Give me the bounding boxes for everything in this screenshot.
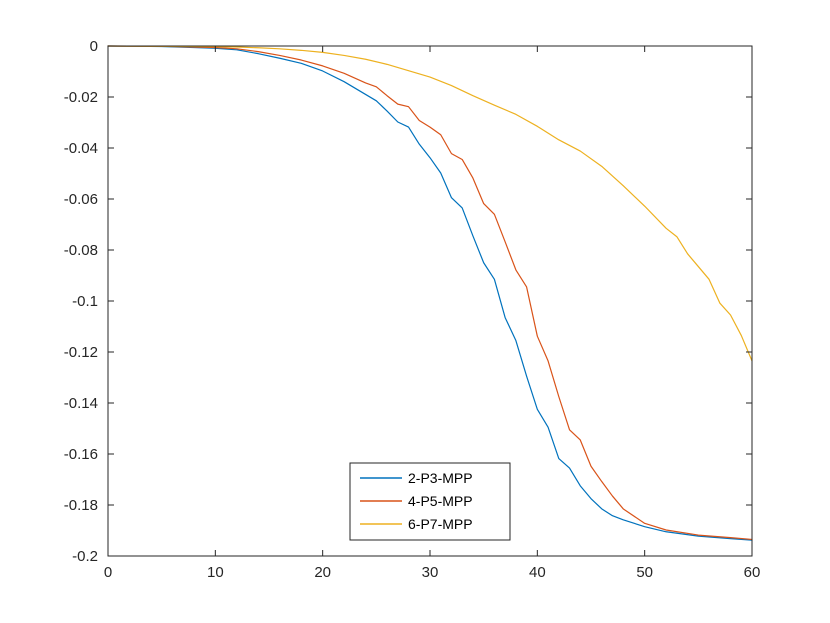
y-tick-label: -0.14 bbox=[64, 395, 98, 412]
y-tick-label: -0.06 bbox=[64, 191, 98, 208]
y-tick-label: 0 bbox=[90, 38, 98, 55]
x-tick-label: 0 bbox=[104, 564, 112, 581]
series-line-2 bbox=[107, 45, 753, 541]
legend: 2-P3-MPP 4-P5-MPP 6-P7-MPP bbox=[349, 462, 511, 541]
y-tick-label: -0.2 bbox=[72, 548, 98, 565]
legend-label-1: 2-P3-MPP bbox=[408, 470, 473, 486]
series-layer bbox=[107, 45, 753, 541]
x-tick-label: 50 bbox=[636, 564, 653, 581]
x-tick-label: 60 bbox=[744, 564, 761, 581]
x-tick-label: 20 bbox=[314, 564, 331, 581]
legend-label-3: 6-P7-MPP bbox=[408, 516, 473, 532]
y-tick-label: -0.12 bbox=[64, 344, 98, 361]
x-tick-label: 40 bbox=[529, 564, 546, 581]
y-tick-label: -0.04 bbox=[64, 140, 98, 157]
y-tick-label: -0.08 bbox=[64, 242, 98, 259]
y-tick-label: -0.02 bbox=[64, 89, 98, 106]
y-tick-label: -0.1 bbox=[72, 293, 98, 310]
x-tick-label: 10 bbox=[207, 564, 224, 581]
axes-layer: 0 10 20 30 40 50 60 0 -0.02 -0.04 -0.06 -0.08 -0.1 -0… bbox=[64, 38, 761, 581]
y-tick-label: -0.16 bbox=[64, 446, 98, 463]
series-line-1 bbox=[107, 45, 753, 541]
series-line-3 bbox=[107, 45, 753, 362]
y-tick-label: -0.18 bbox=[64, 497, 98, 514]
legend-label-2: 4-P5-MPP bbox=[408, 493, 473, 509]
x-tick-label: 30 bbox=[422, 564, 439, 581]
